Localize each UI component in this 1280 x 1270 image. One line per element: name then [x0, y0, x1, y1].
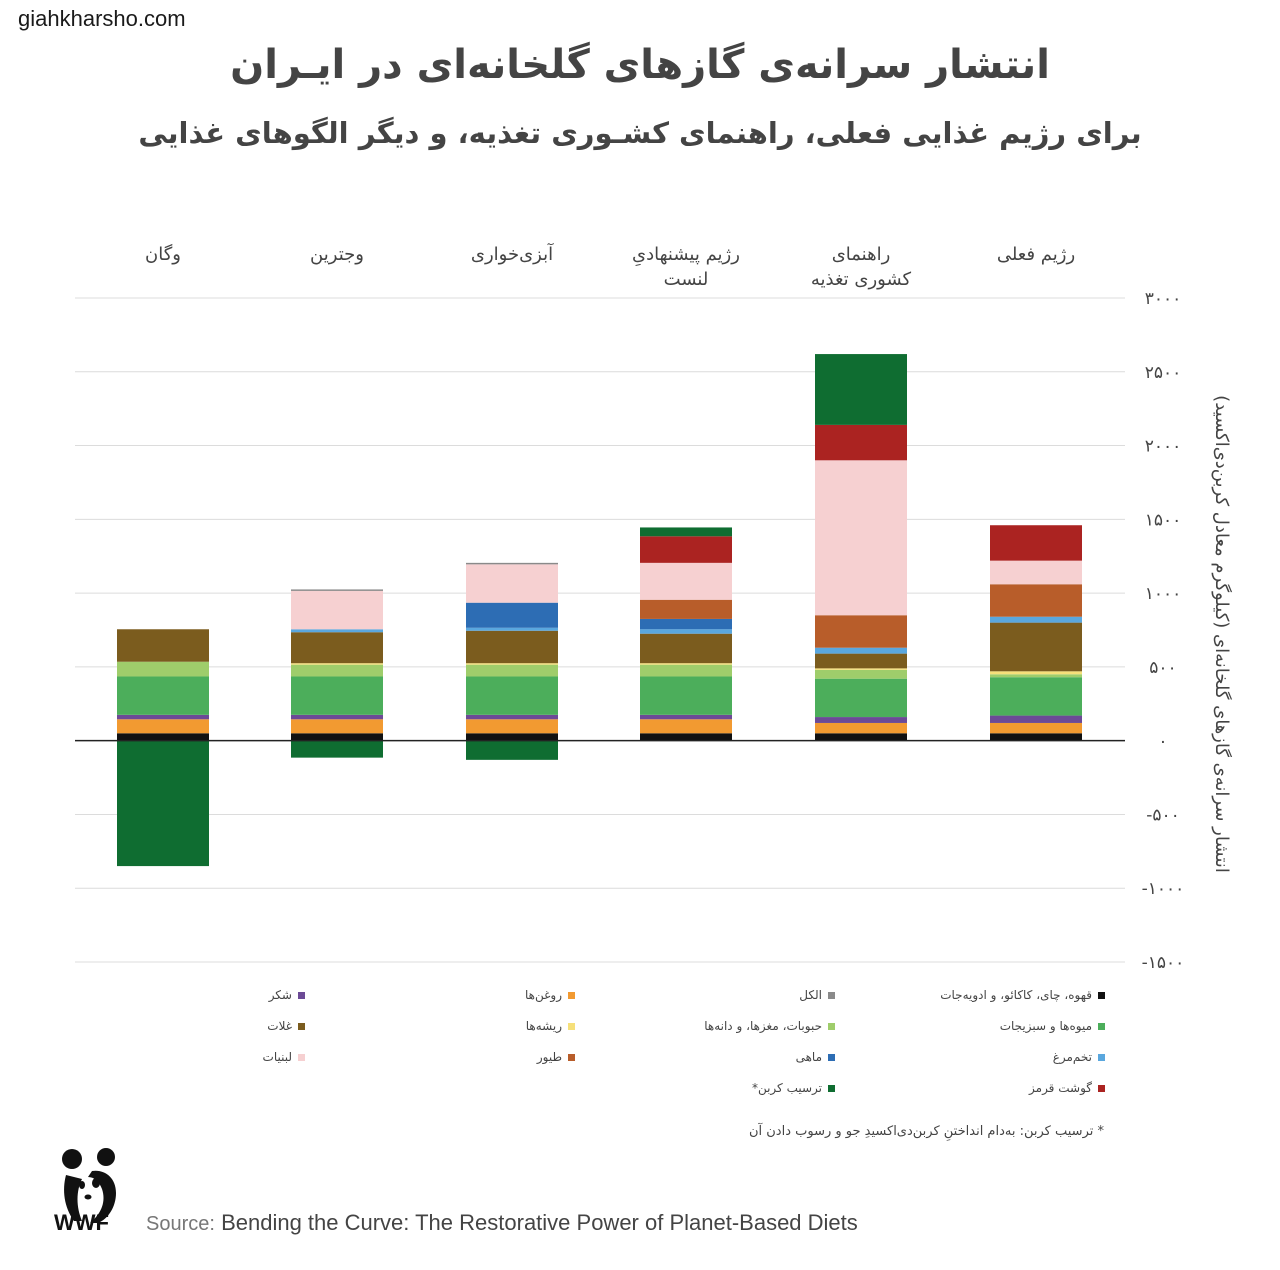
bar-segment [640, 633, 732, 664]
bar-segment [117, 719, 209, 734]
category-label: لنست [664, 269, 709, 290]
bar-segment [466, 676, 558, 715]
bar-segment [990, 674, 1082, 678]
panda-logo-icon [62, 1148, 116, 1223]
y-tick-label: ۱۰۰۰ [1145, 584, 1182, 604]
bar-segment [815, 653, 907, 669]
bar-segment [291, 632, 383, 664]
category-label: رژیم فعلی [997, 244, 1075, 265]
bar-segment [990, 671, 1082, 675]
bar-segment [291, 733, 383, 741]
bar-segment [466, 733, 558, 741]
bar-segment [466, 719, 558, 734]
bar-segment [291, 676, 383, 715]
bar-segment [640, 733, 732, 741]
bar-segment [466, 627, 558, 631]
category-label: آبزی‌خواری [471, 242, 554, 265]
bar-segment [990, 622, 1082, 672]
source-line: Source: Bending the Curve: The Restorati… [146, 1210, 858, 1236]
stacked-bar-chart: ۳۰۰۰ ۲۵۰۰ ۲۰۰۰ ۱۵۰۰ ۱۰۰۰ ۵۰۰ ۰ -۵۰۰ -۱۰۰۰ -۱۵۰۰ رژ… [75, 242, 1233, 973]
y-tick-label: ۰ [1158, 732, 1167, 752]
bar-segment [815, 668, 907, 670]
category-label: کشوری تغذیه [811, 269, 912, 290]
watermark: giahkharsho.com [18, 6, 186, 31]
category-label: وجترین [310, 244, 364, 265]
bar-segment [815, 460, 907, 616]
bar-segment [815, 615, 907, 648]
bar-segment [990, 722, 1082, 734]
bar-segment [291, 719, 383, 734]
y-tick-label: -۵۰۰ [1146, 805, 1180, 825]
bar-segment [466, 602, 558, 628]
bar-segment [291, 714, 383, 720]
y-axis-label: انتشار سرانه‌ی گازهای گلخانه‌ای (کیلوگرم… [1211, 395, 1233, 873]
bar-segment [640, 562, 732, 600]
bar-segment [291, 590, 383, 630]
y-tick-label: ۲۵۰۰ [1145, 363, 1182, 383]
bar-segment [815, 722, 907, 734]
bar-segment [990, 560, 1082, 585]
bar-segment [815, 733, 907, 741]
footnote: * ترسیب کربن: به‌دام انداختنِ کربن‌دی‌اک… [748, 1124, 1104, 1139]
bar-segment [815, 717, 907, 723]
bar-segment [466, 740, 558, 760]
y-tick-label: ۵۰۰ [1149, 658, 1176, 678]
bar-segment [640, 618, 732, 630]
bar-segment [640, 536, 732, 563]
bar-segment [117, 714, 209, 720]
category-label: وگان [145, 243, 181, 265]
bar-segment [466, 562, 558, 565]
y-tick-label: ۳۰۰۰ [1145, 289, 1182, 309]
bar-segment [291, 629, 383, 633]
bar-segment [291, 663, 383, 665]
bar-segment [466, 714, 558, 720]
bar-segment [117, 740, 209, 867]
bar-segment [640, 676, 732, 715]
bar-segment [117, 676, 209, 715]
bar-segment [466, 630, 558, 664]
bar-segment [990, 584, 1082, 617]
bar-segment [990, 677, 1082, 716]
y-tick-label: -۱۵۰۰ [1142, 953, 1185, 973]
bar-segment [640, 527, 732, 537]
bar-segment [815, 678, 907, 718]
source-text: Bending the Curve: The Restorative Power… [221, 1210, 858, 1235]
bar-segment [815, 354, 907, 425]
bar-segment [640, 719, 732, 734]
bar-segment [640, 714, 732, 720]
bar-segment [990, 616, 1082, 623]
bar-segment [466, 664, 558, 677]
source-label: Source: [146, 1213, 215, 1235]
category-label: راهنمای [832, 244, 891, 265]
y-tick-label: ۱۵۰۰ [1145, 510, 1182, 530]
y-tick-label: -۱۰۰۰ [1142, 879, 1185, 899]
chart-subtitle: برای رژیم غذایی فعلی، راهنمای کشـوری تغذ… [138, 116, 1142, 150]
bar-segment [815, 669, 907, 679]
bar-segment [291, 589, 383, 591]
chart-title: انتشار سرانه‌ی گازهای گلخانه‌ای در ایـرا… [230, 42, 1050, 88]
bar-segment [640, 599, 732, 619]
bar-segment [990, 733, 1082, 741]
bar-segment [466, 564, 558, 603]
bar-segment [291, 664, 383, 677]
y-tick-label: ۲۰۰۰ [1145, 437, 1182, 457]
category-label: رژیم پیشنهادیِ [632, 244, 740, 267]
bar-segment [640, 663, 732, 665]
bar-segment [990, 715, 1082, 723]
bar-segment [466, 663, 558, 665]
bar-segment [291, 740, 383, 758]
wwf-logo-text: WWF [54, 1210, 109, 1235]
bar-segment [815, 647, 907, 654]
bar-segment [117, 629, 209, 662]
bar-segment [640, 664, 732, 677]
bar-segment [815, 424, 907, 461]
bar-segment [640, 629, 732, 634]
bar-segment [117, 661, 209, 677]
bar-segment [990, 525, 1082, 561]
bar-segment [117, 733, 209, 741]
